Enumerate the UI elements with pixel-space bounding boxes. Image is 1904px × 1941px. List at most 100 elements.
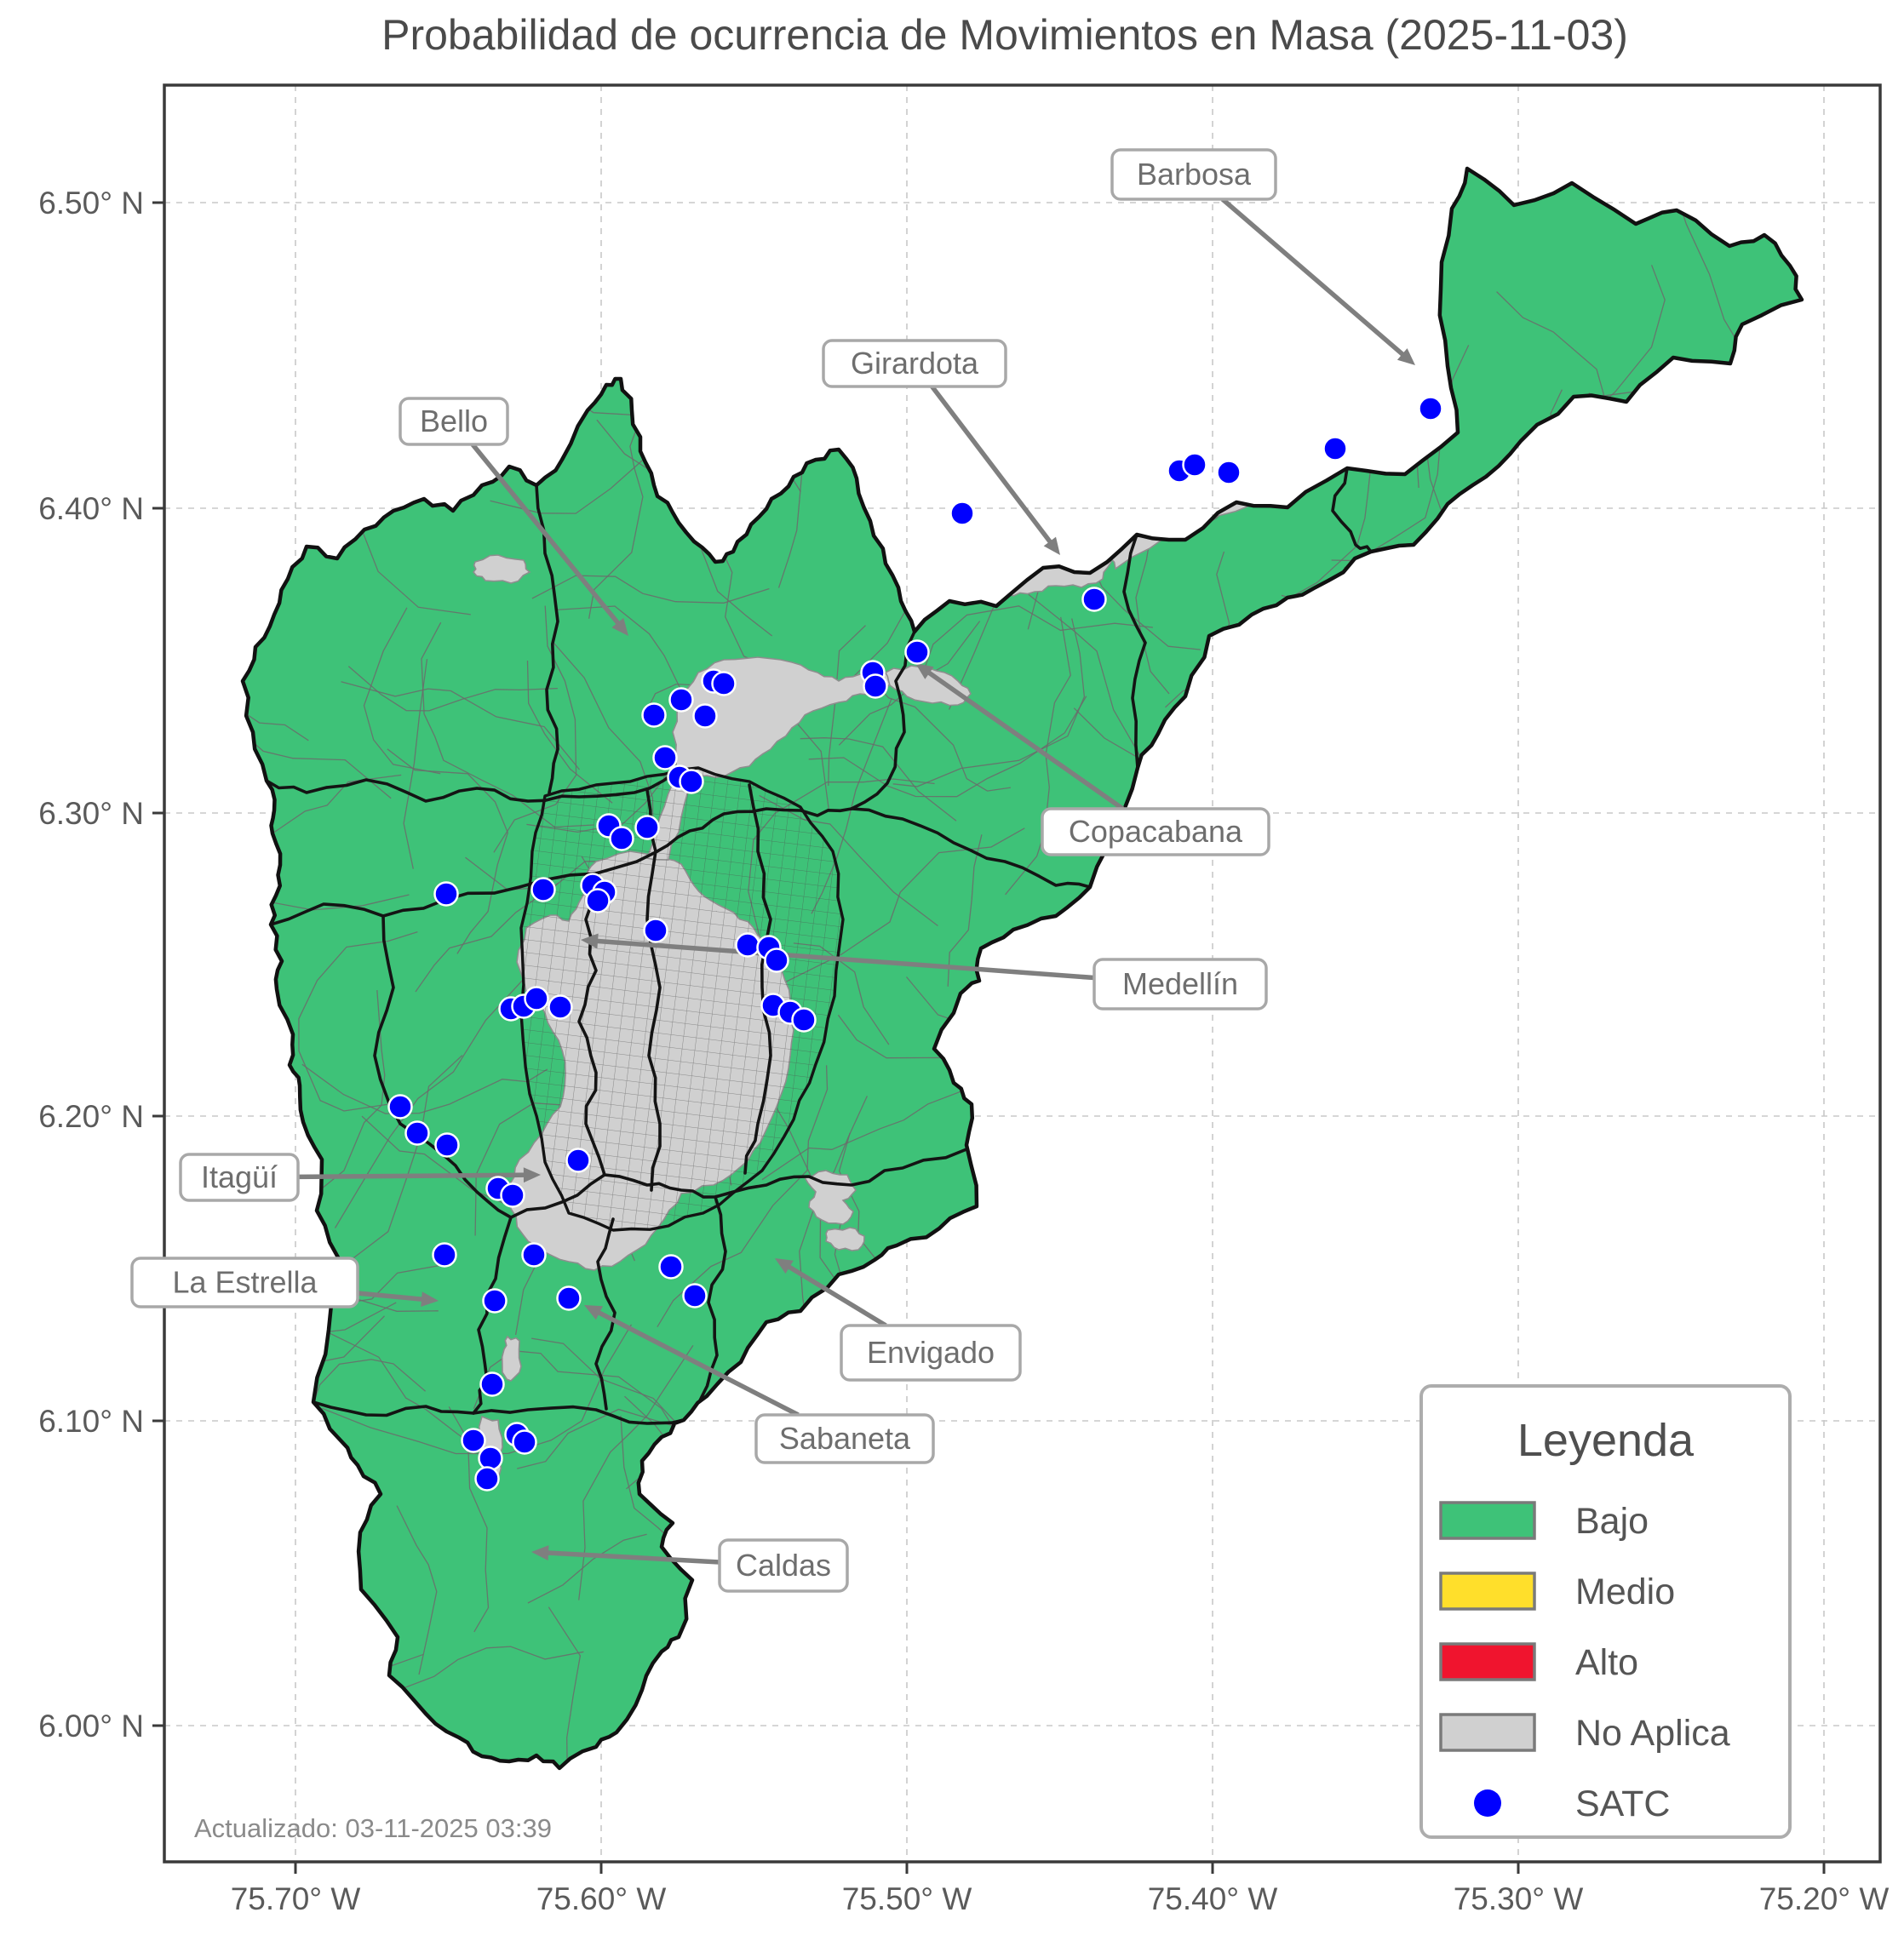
callout-label: Barbosa	[1137, 157, 1252, 192]
vereda-line	[298, 930, 418, 1112]
legend-item-medio: Medio	[1439, 1572, 1675, 1612]
vereda-line	[403, 659, 428, 869]
satc-dot	[735, 932, 760, 958]
y-tick-label: 6.20° N	[38, 1099, 144, 1134]
callout-barbosa: Barbosa	[1110, 148, 1415, 365]
satc-dot	[585, 888, 611, 913]
callout-copacabana: Copacabana	[915, 663, 1270, 856]
municipal-boundary	[269, 807, 853, 926]
x-tick-label: 75.20° W	[1759, 1881, 1890, 1916]
municipal-boundary	[850, 630, 916, 810]
vereda-line	[578, 1345, 694, 1600]
municipal-boundary	[594, 1217, 617, 1411]
callout-box	[399, 397, 509, 446]
callout-bello: Bello	[399, 397, 628, 636]
callout-box	[754, 1413, 935, 1464]
vereda-line	[808, 696, 1087, 798]
legend-label: No Aplica	[1575, 1713, 1730, 1754]
satc-dot	[387, 1094, 413, 1119]
axes: 75.70° W 75.60° W 75.50° W 75.40° W 75.30° W…	[38, 83, 1890, 1916]
callout-label: Envigado	[867, 1335, 995, 1370]
municipal-boundary	[645, 788, 662, 1192]
satc-dot	[682, 1283, 708, 1308]
leader-arrowhead	[421, 1291, 439, 1307]
vereda-line	[1292, 443, 1374, 598]
legend-swatch	[1439, 1642, 1536, 1681]
legend-item-bajo: Bajo	[1439, 1501, 1649, 1542]
callout-box	[1110, 148, 1277, 201]
leader-line	[590, 938, 1095, 981]
leader-line	[592, 1308, 800, 1417]
vereda-line	[531, 575, 770, 604]
satc-dot	[479, 1371, 505, 1397]
satc-dot	[634, 815, 660, 840]
legend-label: SATC	[1575, 1784, 1671, 1824]
vereda-line	[869, 678, 1011, 792]
leader-line	[357, 1291, 429, 1303]
y-tick-label: 6.30° N	[38, 796, 144, 831]
vereda-line	[1005, 616, 1071, 896]
legend-swatch	[1439, 1572, 1536, 1611]
legend-title: Leyenda	[1517, 1415, 1695, 1466]
x-tick-label: 75.70° W	[231, 1881, 361, 1916]
callout-box	[179, 1153, 300, 1202]
legend-dot	[1474, 1789, 1501, 1817]
legend-swatch	[1439, 1501, 1536, 1540]
municipal-boundary	[312, 1400, 685, 1425]
callout-label: Bello	[420, 404, 488, 438]
urban-area	[825, 1227, 865, 1251]
updated-note: Actualizado: 03-11-2025 03:39	[194, 1813, 552, 1843]
leader-line	[297, 1172, 531, 1180]
vereda-line	[301, 1063, 548, 1114]
satc-dot	[1081, 587, 1107, 612]
map-outline	[240, 166, 1804, 1771]
vereda-line	[947, 834, 983, 987]
legend-item-alto: Alto	[1439, 1642, 1638, 1683]
satc-dot	[1322, 436, 1348, 461]
callout-caldas: Caldas	[531, 1538, 849, 1593]
vereda-line	[396, 1505, 438, 1675]
page-title: Probabilidad de ocurrencia de Movimiento…	[381, 11, 1628, 59]
comuna-border	[519, 766, 845, 1232]
leader-arrowhead	[775, 1258, 794, 1274]
satc-dot	[512, 1429, 537, 1455]
callout-box	[1093, 958, 1268, 1011]
municipal-boundary	[535, 484, 559, 794]
callout-envigado: Envigado	[775, 1258, 1022, 1382]
callout-box	[718, 1538, 849, 1593]
satc-dot	[404, 1120, 430, 1146]
y-tick-label: 6.00° N	[38, 1709, 144, 1743]
callout-box	[840, 1324, 1022, 1382]
legend-item-satc: SATC	[1474, 1784, 1671, 1824]
satc-dot	[904, 639, 930, 665]
municipal-boundary	[1331, 467, 1373, 553]
callout-label: Itagüí	[201, 1159, 278, 1194]
vereda-line	[892, 618, 1086, 787]
satc-dot	[432, 1242, 457, 1268]
leader-arrowhead	[915, 663, 934, 679]
leader-arrowhead	[584, 1305, 603, 1320]
municipal-boundary	[265, 770, 679, 803]
satc-dot	[1418, 396, 1443, 421]
callout-itagui: Itagüí	[179, 1153, 541, 1202]
legend-label: Bajo	[1575, 1501, 1649, 1542]
satc-dot	[641, 702, 667, 728]
legend-label: Medio	[1575, 1572, 1675, 1612]
leader-line	[922, 667, 1125, 811]
vereda-line	[527, 1533, 647, 1604]
vereda-line	[389, 1646, 584, 1710]
satc-dot	[949, 501, 975, 526]
leader-line	[470, 443, 624, 630]
satc-dot	[652, 745, 678, 770]
legend: Leyenda Bajo Medio Alto No Aplica SATC	[1419, 1384, 1792, 1839]
vereda-line	[363, 607, 441, 775]
legend-item-no-aplica: No Aplica	[1439, 1713, 1730, 1754]
municipal-boundary	[577, 872, 606, 1177]
legend-swatch	[1439, 1713, 1536, 1752]
satc-dot	[1216, 460, 1242, 485]
callout-label: Copacabana	[1069, 814, 1243, 849]
callout-label: La Estrella	[172, 1265, 318, 1300]
x-tick-label: 75.40° W	[1148, 1881, 1278, 1916]
